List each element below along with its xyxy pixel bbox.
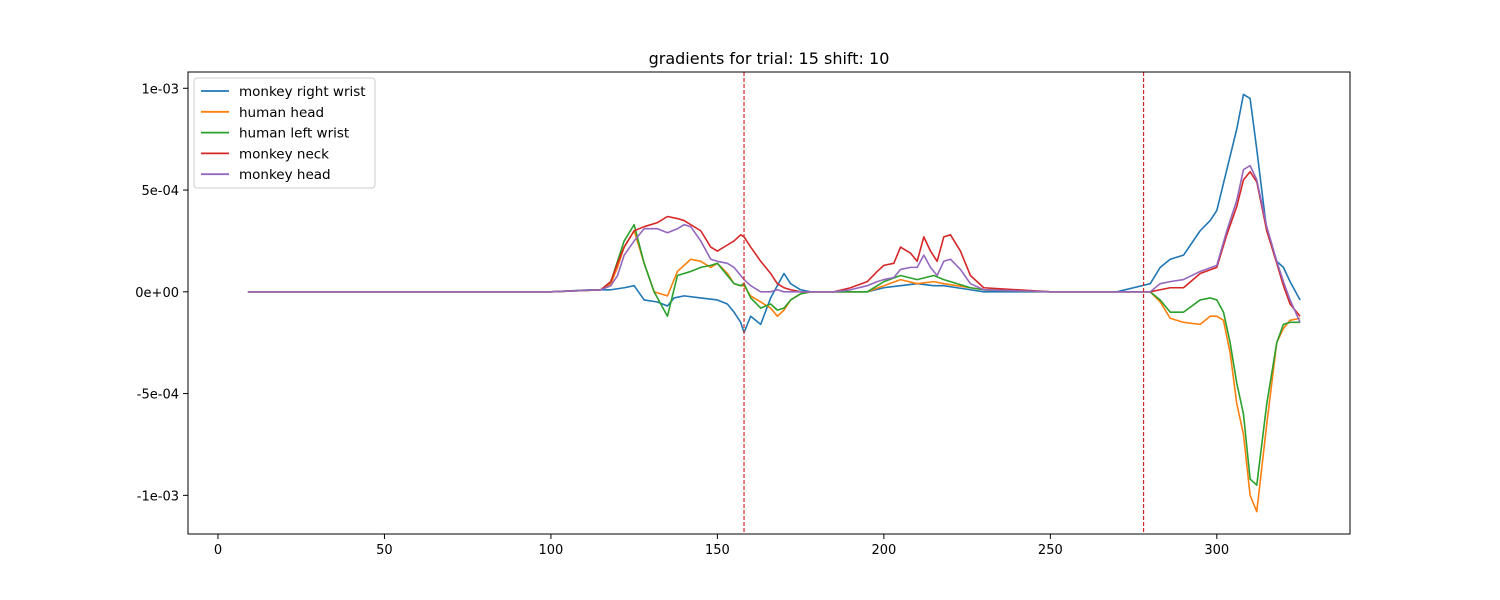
- legend-box: [193, 77, 376, 189]
- x-tick-label: 50: [376, 543, 393, 558]
- legend-entry-label: human left wrist: [239, 126, 349, 142]
- y-tick-label: -1e-03: [137, 489, 179, 504]
- legend: monkey right wrist human head human left w…: [193, 77, 376, 189]
- series-line-4: [247, 164, 1301, 323]
- y-tick-label: 5e-04: [141, 184, 179, 199]
- legend-entry-label: monkey neck: [239, 146, 329, 162]
- y-tick-label: 1e-03: [141, 82, 179, 97]
- x-tick-label: 100: [539, 543, 564, 558]
- series-line-2: [247, 223, 1301, 486]
- series-lines: [247, 93, 1301, 513]
- legend-entry-label: monkey head: [239, 167, 331, 183]
- series-line-0: [247, 93, 1301, 334]
- series-line-3: [247, 170, 1301, 317]
- y-tick-label: -5e-04: [137, 388, 179, 403]
- x-tick-label: 0: [214, 543, 222, 558]
- series-line-1: [247, 229, 1301, 513]
- y-tick-label: 0e+00: [135, 286, 179, 301]
- x-tick-label: 200: [871, 543, 896, 558]
- legend-entry-label: human head: [239, 105, 324, 121]
- x-tick-label: 150: [705, 543, 730, 558]
- plot-area: [247, 72, 1301, 534]
- axes: 0 50 100 150 200 250 300 1e-03 5e-04 0e+00 -5e-04 -…: [135, 71, 1351, 558]
- plot-frame: [187, 71, 1351, 535]
- legend-entry-label: monkey right wrist: [239, 84, 366, 100]
- x-tick-label: 250: [1038, 543, 1063, 558]
- x-tick-label: 300: [1204, 543, 1229, 558]
- chart-title: gradients for trial: 15 shift: 10: [649, 49, 890, 68]
